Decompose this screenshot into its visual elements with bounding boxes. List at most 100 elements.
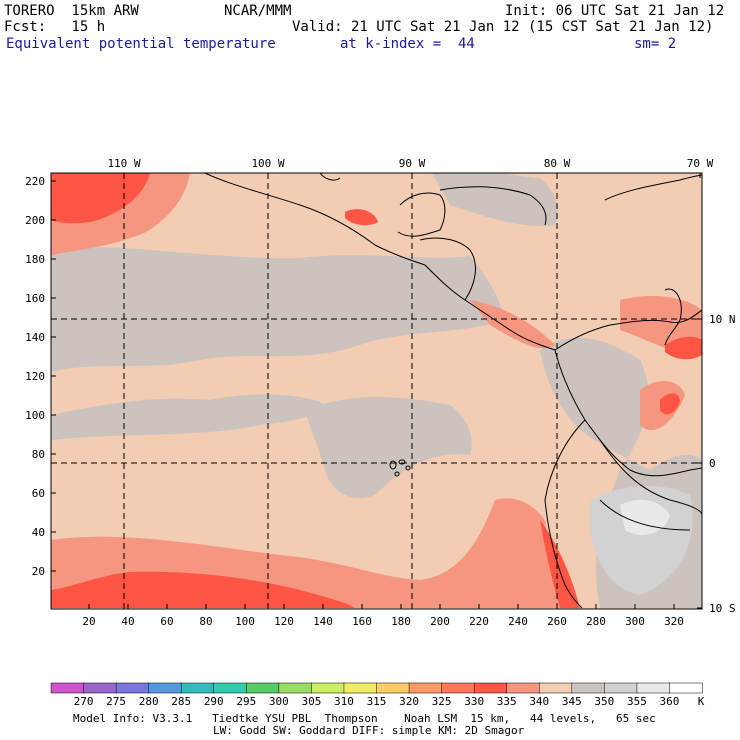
y-tick-label: 140	[25, 331, 45, 344]
forecast-hour: Fcst: 15 h	[4, 19, 106, 35]
y-tick-label: 180	[25, 253, 45, 266]
lat-labels: 10 N 0 10 S	[709, 313, 736, 615]
y-tick-label: 60	[32, 487, 45, 500]
colorbar-label: 320	[399, 695, 419, 708]
colorbar-label: 325	[432, 695, 452, 708]
colorbar-swatch	[636, 682, 671, 694]
field-red-colombia	[660, 393, 680, 415]
lon-label-70w: 70 W	[687, 157, 714, 170]
x-tick-label: 320	[664, 615, 684, 628]
colorbar-label: 300	[269, 695, 289, 708]
y-tick-label: 220	[25, 175, 45, 188]
colorbar-swatch	[50, 682, 85, 694]
colorbar-swatch	[311, 682, 345, 694]
colorbar-unit: K	[698, 695, 705, 708]
colorbar-label: 305	[301, 695, 321, 708]
colorbar-swatch	[441, 682, 475, 694]
init-time: Init: 06 UTC Sat 21 Jan 12	[505, 3, 725, 19]
level-index: at k-index = 44	[340, 36, 475, 52]
x-tick-label: 100	[235, 615, 255, 628]
x-tick-label: 180	[391, 615, 411, 628]
galapagos-islands	[389, 459, 411, 477]
lon-labels: 110 W 100 W 90 W 80 W 70 W	[107, 157, 713, 170]
y-tick-label: 120	[25, 370, 45, 383]
smoothing-label: sm= 2	[634, 36, 677, 52]
x-tick-label: 40	[121, 615, 134, 628]
y-tick-label: 100	[25, 409, 45, 422]
colorbar	[50, 682, 703, 694]
lon-label-100w: 100 W	[251, 157, 284, 170]
field-salmon-costarica	[470, 300, 555, 349]
field-grey-center	[305, 396, 472, 499]
colorbar-label: 295	[236, 695, 256, 708]
colorbar-labels: 270 275 280 285 290 295 300 305 310 315 320 325 330 3…	[74, 695, 680, 708]
field-grey-north	[51, 247, 505, 372]
colorbar-swatch	[408, 682, 443, 694]
left-index-labels: 220 200 180 160 140 120 100 80 60 40 20	[25, 175, 45, 578]
colorbar-swatch	[473, 682, 508, 694]
x-tick-label: 200	[430, 615, 450, 628]
bottom-index-labels: 20 40 60 80 100 120 140 160 180 200 220 …	[82, 615, 684, 628]
x-tick-label: 300	[625, 615, 645, 628]
x-tick-label: 120	[274, 615, 294, 628]
colorbar-swatch	[669, 682, 703, 694]
colorbar-swatch	[539, 682, 573, 694]
colorbar-swatch	[604, 682, 638, 694]
y-tick-label: 80	[32, 448, 45, 461]
field-red-venezuela	[665, 336, 702, 360]
x-tick-label: 240	[508, 615, 528, 628]
colorbar-label: 270	[74, 695, 94, 708]
colorbar-label: 350	[594, 695, 614, 708]
x-tick-label: 20	[82, 615, 95, 628]
colorbar-label: 310	[334, 695, 354, 708]
field-grey-west	[51, 394, 323, 440]
colorbar-label: 285	[171, 695, 191, 708]
field-grey-gulf	[431, 173, 558, 226]
theta-e-field	[51, 173, 702, 609]
colorbar-label: 280	[139, 695, 159, 708]
colorbar-swatch	[115, 682, 150, 694]
institution-label: NCAR/MMM	[224, 3, 292, 19]
x-tick-label: 140	[313, 615, 333, 628]
latlon-grid	[51, 173, 702, 609]
field-white-south	[620, 499, 670, 535]
model-info: Model Info: V3.3.1 Tiedtke YSU PBL Thomp…	[73, 712, 656, 725]
colorbar-swatch	[246, 682, 280, 694]
colorbar-swatch	[343, 682, 378, 694]
colorbar-swatch	[278, 682, 313, 694]
lon-label-90w: 90 W	[399, 157, 426, 170]
x-tick-label: 260	[547, 615, 567, 628]
colorbar-label: 330	[464, 695, 484, 708]
colorbar-swatch	[376, 682, 410, 694]
y-tick-label: 40	[32, 526, 45, 539]
y-tick-label: 160	[25, 292, 45, 305]
x-tick-label: 60	[160, 615, 173, 628]
colorbar-label: 345	[562, 695, 582, 708]
colorbar-swatch	[571, 682, 606, 694]
valid-time: Valid: 21 UTC Sat 21 Jan 12 (15 CST Sat …	[292, 19, 714, 35]
lon-label-80w: 80 W	[544, 157, 571, 170]
lat-label-0: 0	[709, 457, 716, 470]
plot-frame	[50, 172, 703, 610]
colorbar-swatch	[83, 682, 117, 694]
model-title: TORERO 15km ARW	[4, 3, 139, 19]
colorbar-swatch	[148, 682, 182, 694]
colorbar-label: 340	[529, 695, 549, 708]
lat-label-10s: 10 S	[709, 602, 736, 615]
colorbar-label: 360	[660, 695, 680, 708]
physics-info: LW: Godd SW: Goddard DIFF: simple KM: 2D…	[213, 724, 525, 737]
colorbar-label: 315	[367, 695, 387, 708]
colorbar-swatch	[506, 682, 541, 694]
coastlines	[204, 173, 702, 609]
colorbar-swatch	[213, 682, 248, 694]
field-name: Equivalent potential temperature	[6, 36, 276, 52]
lat-label-10n: 10 N	[709, 313, 736, 326]
y-tick-label: 20	[32, 565, 45, 578]
y-tick-label: 200	[25, 214, 45, 227]
field-red-mexico	[345, 209, 378, 226]
lon-label-110w: 110 W	[107, 157, 140, 170]
colorbar-label: 290	[204, 695, 224, 708]
colorbar-label: 355	[627, 695, 647, 708]
x-tick-label: 160	[352, 615, 372, 628]
